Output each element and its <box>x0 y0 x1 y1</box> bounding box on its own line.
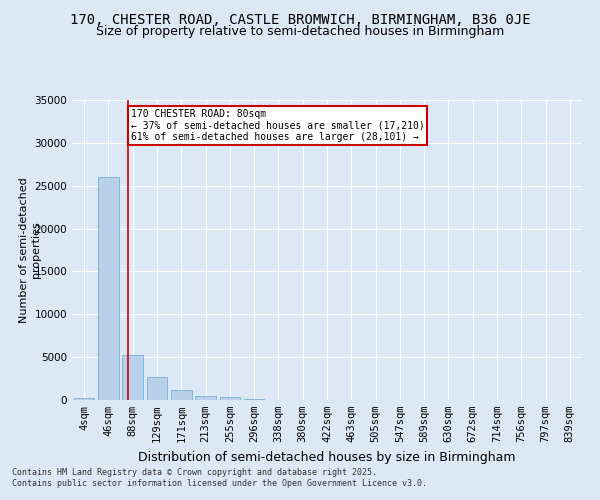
X-axis label: Distribution of semi-detached houses by size in Birmingham: Distribution of semi-detached houses by … <box>138 450 516 464</box>
Bar <box>98 177 119 400</box>
Text: 170 CHESTER ROAD: 80sqm
← 37% of semi-detached houses are smaller (17,210)
61% o: 170 CHESTER ROAD: 80sqm ← 37% of semi-de… <box>131 109 425 142</box>
Bar <box>220 398 240 400</box>
Bar <box>122 356 143 400</box>
Text: Contains HM Land Registry data © Crown copyright and database right 2025.
Contai: Contains HM Land Registry data © Crown c… <box>12 468 427 487</box>
Bar <box>244 399 265 400</box>
Bar <box>171 390 191 400</box>
Bar <box>74 398 94 400</box>
Bar <box>146 377 167 400</box>
Y-axis label: Number of semi-detached
properties: Number of semi-detached properties <box>19 177 41 323</box>
Text: Size of property relative to semi-detached houses in Birmingham: Size of property relative to semi-detach… <box>96 25 504 38</box>
Text: 170, CHESTER ROAD, CASTLE BROMWICH, BIRMINGHAM, B36 0JE: 170, CHESTER ROAD, CASTLE BROMWICH, BIRM… <box>70 12 530 26</box>
Bar <box>195 396 216 400</box>
